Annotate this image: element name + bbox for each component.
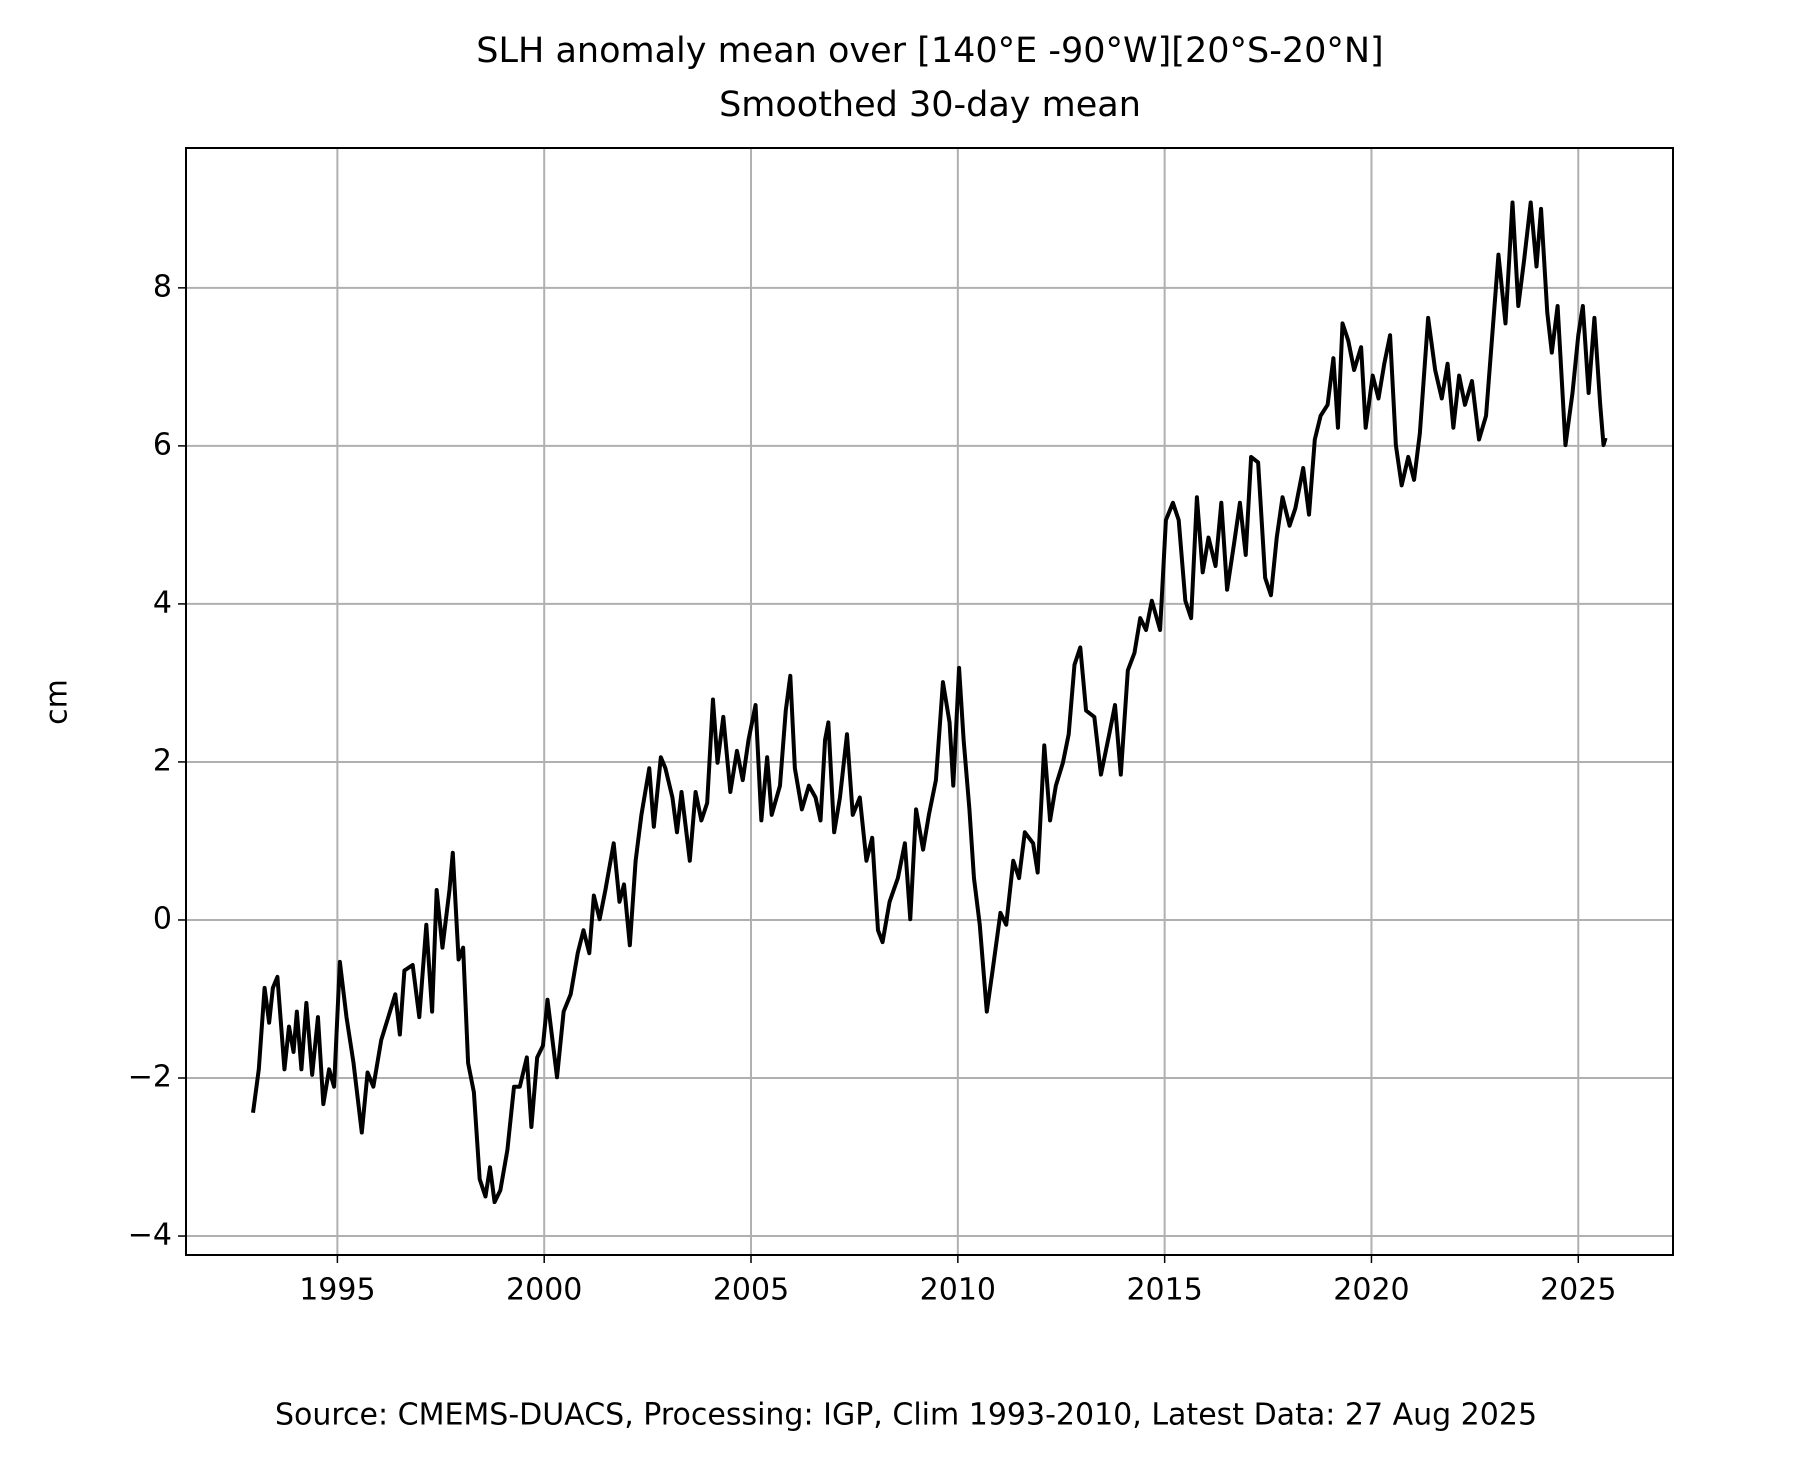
plot-frame <box>185 147 1674 1256</box>
y-tick-label: 6 <box>153 427 172 462</box>
x-tick-label: 2015 <box>1126 1273 1202 1308</box>
x-tick-label: 2005 <box>713 1273 789 1308</box>
x-tick-label: 2025 <box>1540 1273 1616 1308</box>
y-axis-label: cm <box>40 679 75 725</box>
data-line <box>251 200 1608 1205</box>
y-tick-label: −2 <box>128 1060 172 1095</box>
y-tick-label: 4 <box>153 585 172 620</box>
x-tick-label: 2020 <box>1333 1273 1409 1308</box>
y-tick-label: 8 <box>153 269 172 304</box>
x-tick-label: 2000 <box>506 1273 582 1308</box>
y-tick-label: 0 <box>153 901 172 936</box>
y-tick-label: 2 <box>153 743 172 778</box>
x-tick-label: 2010 <box>920 1273 996 1308</box>
y-tick-label: −4 <box>128 1218 172 1253</box>
chart-subtitle: Smoothed 30-day mean <box>719 85 1141 125</box>
chart-title: SLH anomaly mean over [140°E -90°W][20°S… <box>476 31 1383 71</box>
source-note: Source: CMEMS-DUACS, Processing: IGP, Cl… <box>275 1398 1537 1433</box>
x-tick-label: 1995 <box>299 1273 375 1308</box>
